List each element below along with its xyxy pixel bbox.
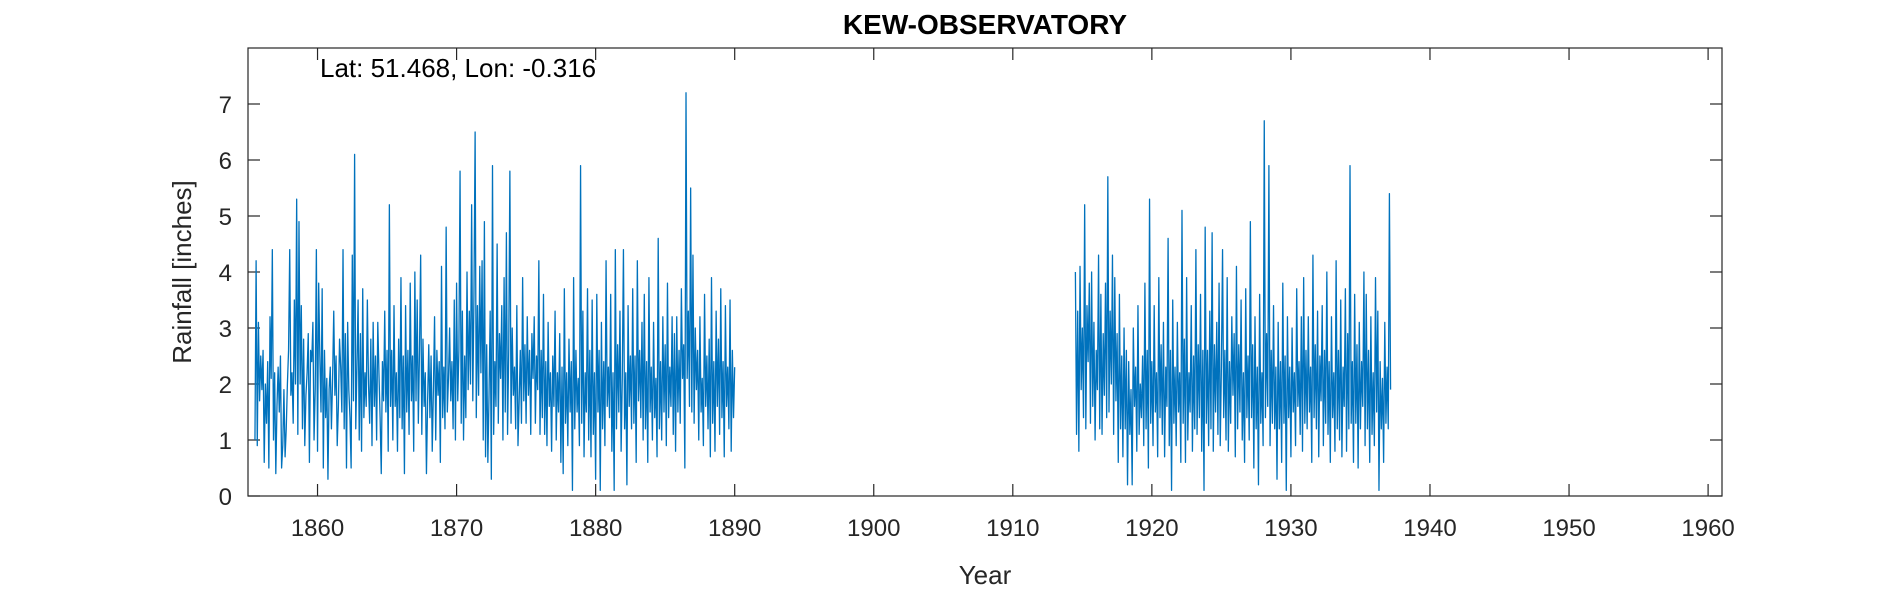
y-tick-label: 6 — [219, 148, 232, 175]
y-tick-label: 3 — [219, 316, 232, 343]
x-tick-label: 1930 — [1264, 515, 1317, 542]
y-tick-label: 7 — [219, 92, 232, 119]
series-layer — [254, 92, 1392, 492]
x-tick-label: 1950 — [1542, 515, 1595, 542]
y-tick-label: 5 — [219, 204, 232, 231]
x-tick-label: 1960 — [1681, 515, 1734, 542]
x-tick-label: 1910 — [986, 515, 1039, 542]
x-tick-label: 1880 — [569, 515, 622, 542]
x-tick-label: 1940 — [1403, 515, 1456, 542]
location-annotation: Lat: 51.468, Lon: -0.316 — [320, 53, 596, 83]
x-tick-label: 1860 — [291, 515, 344, 542]
y-tick-label: 0 — [219, 484, 232, 511]
plot-frame — [247, 47, 1723, 497]
tick-labels: 1860 1870 1880 1890 1900 1910 1920 1930 1940 1950… — [219, 92, 1735, 542]
rainfall-series-line — [254, 92, 736, 492]
y-axis-label: Rainfall [inches] — [167, 180, 197, 364]
y-tick-label: 4 — [219, 260, 232, 287]
rainfall-series-line — [1074, 120, 1392, 492]
x-axis-label: Year — [959, 560, 1012, 590]
x-tick-label: 1900 — [847, 515, 900, 542]
x-tick-label: 1920 — [1125, 515, 1178, 542]
x-tick-label: 1890 — [708, 515, 761, 542]
plot-area — [248, 48, 1722, 496]
chart-title: KEW-OBSERVATORY — [843, 9, 1127, 40]
x-tick-label: 1870 — [430, 515, 483, 542]
y-tick-label: 1 — [219, 428, 232, 455]
y-tick-label: 2 — [219, 372, 232, 399]
